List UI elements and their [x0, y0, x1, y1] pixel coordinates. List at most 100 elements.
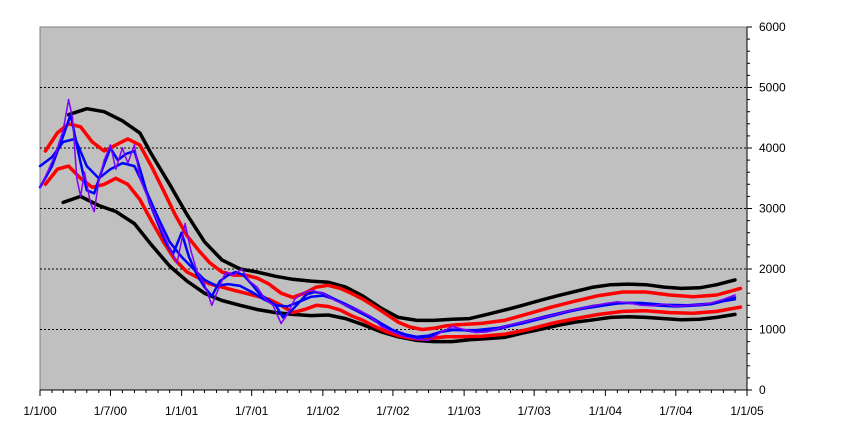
data-point	[574, 321, 576, 324]
data-point	[39, 186, 41, 189]
data-point	[121, 120, 124, 122]
data-point	[305, 293, 308, 296]
data-point	[93, 210, 95, 213]
data-point	[598, 313, 600, 316]
data-point	[133, 144, 136, 146]
data-point	[416, 336, 418, 338]
data-point	[421, 328, 424, 331]
data-point	[217, 289, 219, 292]
data-point	[397, 316, 400, 319]
data-point	[574, 290, 576, 293]
data-point	[480, 322, 483, 325]
data-point	[258, 292, 260, 295]
data-point	[322, 294, 324, 297]
data-point	[274, 304, 277, 307]
data-point	[115, 144, 117, 146]
data-point	[310, 314, 312, 317]
data-point	[339, 309, 342, 311]
data-point	[627, 302, 630, 304]
data-point	[162, 189, 165, 192]
data-point	[264, 298, 267, 301]
data-point	[139, 132, 141, 134]
data-point	[362, 323, 364, 326]
y-tick-label: 1000	[759, 323, 786, 337]
data-point	[44, 183, 47, 186]
series-line	[43, 122, 743, 332]
data-point	[67, 98, 70, 101]
data-point	[256, 286, 258, 288]
data-point	[196, 274, 198, 276]
data-point	[397, 334, 400, 337]
data-point	[188, 256, 190, 258]
data-point	[468, 317, 471, 320]
data-point	[232, 289, 235, 292]
data-point	[622, 291, 624, 293]
data-point	[282, 316, 284, 319]
data-point	[610, 283, 612, 286]
x-tick-label: 1/7/01	[235, 404, 269, 418]
data-point	[272, 304, 274, 307]
data-point	[139, 144, 141, 146]
data-point	[298, 300, 301, 303]
data-point	[327, 281, 330, 284]
data-point	[397, 321, 400, 324]
data-point	[145, 192, 147, 195]
data-point	[103, 150, 105, 152]
data-point	[77, 153, 80, 155]
data-point	[439, 331, 442, 334]
data-point	[180, 256, 183, 258]
data-point	[186, 280, 188, 282]
data-point	[716, 294, 718, 296]
data-point	[203, 283, 206, 285]
data-point	[592, 286, 595, 288]
x-tick-label: 1/1/03	[447, 404, 481, 418]
series-line	[39, 98, 736, 342]
data-point	[392, 331, 394, 333]
data-point	[645, 316, 647, 319]
data-point	[527, 328, 529, 331]
data-point	[680, 287, 682, 290]
data-point	[211, 295, 213, 298]
data-point	[221, 286, 223, 288]
data-point	[550, 306, 553, 308]
data-point	[242, 274, 245, 276]
x-tick-label: 1/7/02	[376, 404, 410, 418]
data-point	[310, 289, 312, 292]
data-point	[373, 305, 376, 308]
data-point	[569, 309, 571, 312]
data-point	[645, 291, 647, 293]
data-point	[74, 138, 76, 140]
series-group	[38, 98, 743, 344]
data-point	[190, 250, 192, 252]
data-point	[67, 113, 70, 116]
series-1	[66, 106, 737, 323]
data-point	[598, 294, 600, 297]
data-point	[286, 313, 289, 316]
data-point	[62, 135, 64, 137]
data-point	[404, 333, 406, 336]
data-point	[574, 300, 576, 302]
data-point	[248, 280, 251, 282]
data-point	[538, 299, 541, 302]
y-tick-label: 2000	[759, 262, 786, 276]
data-point	[302, 292, 304, 295]
data-point	[368, 314, 371, 317]
data-point	[293, 298, 296, 301]
data-point	[103, 183, 105, 186]
data-point	[445, 336, 447, 338]
data-point	[385, 331, 388, 333]
data-point	[503, 333, 506, 336]
series-line	[43, 164, 743, 341]
data-point	[103, 159, 105, 161]
data-point	[286, 305, 289, 308]
data-point	[668, 311, 671, 314]
data-point	[98, 204, 100, 207]
data-point	[699, 287, 701, 289]
data-point	[545, 316, 547, 318]
data-point	[232, 274, 235, 276]
x-tick-label: 1/7/04	[659, 404, 693, 418]
data-point	[115, 210, 117, 213]
x-tick-label: 1/1/01	[165, 404, 199, 418]
data-point	[427, 334, 430, 337]
data-point	[362, 319, 364, 322]
